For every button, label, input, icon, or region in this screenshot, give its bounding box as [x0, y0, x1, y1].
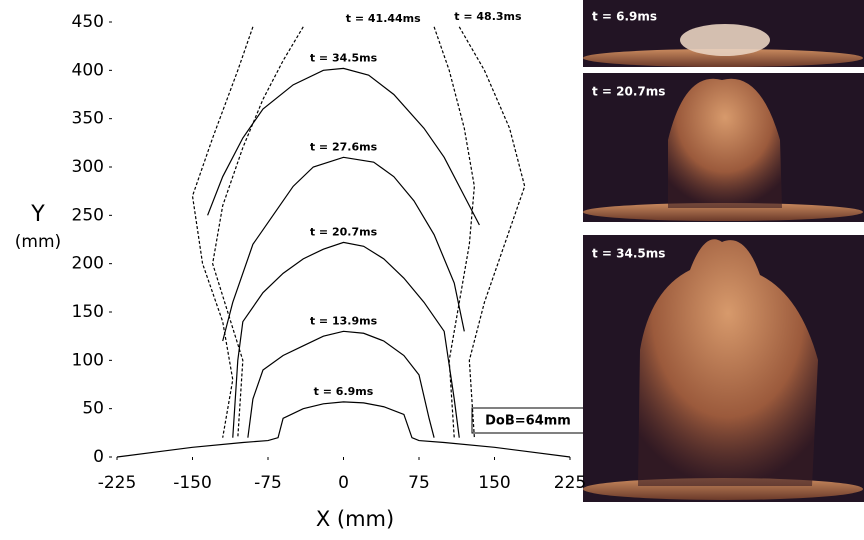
photo-panel: t = 20.7ms	[583, 73, 864, 222]
y-tick-label: 0	[93, 447, 104, 467]
y-axis-label: Y	[30, 202, 45, 227]
photo-panel: t = 34.5ms	[583, 235, 864, 502]
annotation: DoB=64mm	[485, 414, 571, 429]
x-tick-label: -150	[173, 473, 212, 493]
series-label: t = 20.7ms	[310, 225, 378, 238]
y-tick-label: 450	[72, 12, 104, 32]
y-axis-unit: (mm)	[15, 232, 61, 252]
series-label: t = 48.3ms	[454, 10, 522, 23]
contour-line	[233, 242, 460, 437]
panel-label: t = 20.7ms	[592, 85, 665, 99]
x-tick-label: 75	[408, 473, 430, 493]
photo-panel: t = 6.9ms	[583, 0, 864, 67]
series-label: t = 13.9ms	[310, 314, 378, 327]
x-tick-label: 0	[338, 473, 349, 493]
y-tick-label: 150	[72, 302, 104, 322]
x-tick-label: 225	[554, 473, 586, 493]
panel-label: t = 34.5ms	[592, 247, 665, 261]
x-tick-label: 150	[478, 473, 510, 493]
series-label: t = 6.9ms	[314, 385, 374, 398]
series-label: t = 34.5ms	[310, 51, 378, 64]
y-tick-label: 400	[72, 60, 104, 80]
panel-label: t = 6.9ms	[592, 10, 657, 24]
y-tick-label: 350	[72, 109, 104, 129]
series-label: t = 27.6ms	[310, 140, 378, 153]
y-tick-label: 50	[82, 399, 104, 419]
y-tick-label: 250	[72, 205, 104, 225]
y-tick-label: 200	[72, 254, 104, 274]
x-axis-label: X (mm)	[316, 507, 394, 531]
x-tick-label: -75	[254, 473, 282, 493]
series-label: t = 41.44ms	[346, 12, 421, 25]
figure: X (mm) Y (mm) DoB=64mm t = 6.9ms t = 20.…	[0, 0, 864, 536]
y-tick-label: 300	[72, 157, 104, 177]
y-tick-label: 100	[72, 350, 104, 370]
x-tick-label: -225	[98, 473, 137, 493]
